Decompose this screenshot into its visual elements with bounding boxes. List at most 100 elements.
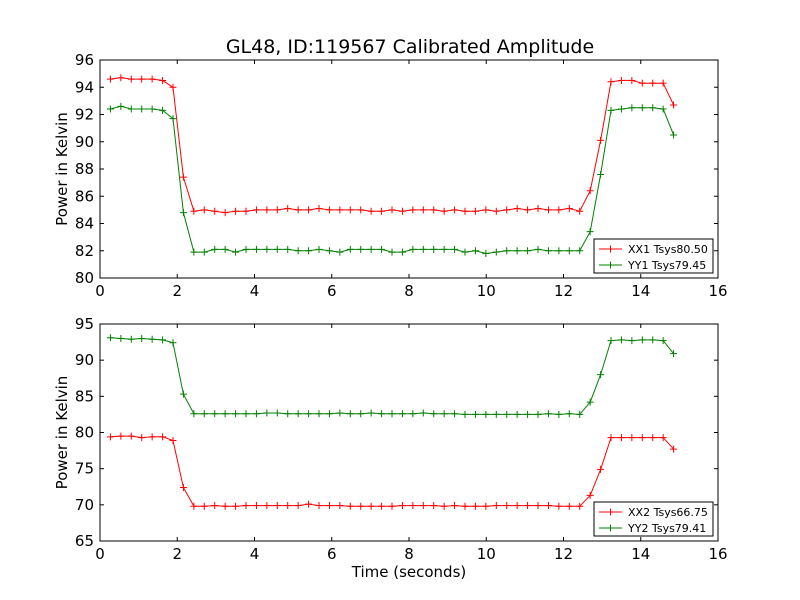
data-point [148, 105, 156, 113]
y-tick-label: 95 [75, 315, 94, 333]
data-point [430, 410, 438, 418]
data-point [670, 350, 678, 358]
data-point [419, 245, 427, 253]
data-point [284, 410, 292, 418]
y-tick-label: 80 [75, 269, 94, 287]
data-point [471, 207, 479, 215]
data-point [325, 502, 333, 510]
data-point [597, 170, 605, 178]
data-point [482, 206, 490, 214]
x-tick-label: 10 [477, 545, 496, 563]
x-tick-label: 0 [95, 282, 105, 300]
data-point [638, 79, 646, 87]
data-point [555, 502, 563, 510]
data-point [378, 410, 386, 418]
data-point [492, 207, 500, 215]
data-point [315, 502, 323, 510]
data-point [221, 209, 229, 217]
data-point [200, 206, 208, 214]
data-point [513, 205, 521, 213]
x-tick-label: 4 [250, 282, 260, 300]
top-panel: 0 2 4 6 8 10 12 14 16 80 82 84 86 88 90 92 94 96 Power in … [53, 51, 728, 300]
data-point [492, 410, 500, 418]
data-point [544, 410, 552, 418]
data-point [305, 206, 313, 214]
data-point [398, 248, 406, 256]
data-point [357, 206, 365, 214]
legend-marker [607, 508, 614, 516]
data-point [336, 206, 344, 214]
data-point [628, 76, 636, 84]
data-point [117, 74, 125, 82]
data-point [670, 131, 678, 139]
data-point [388, 248, 396, 256]
y-axis-label: Power in Kelvin [53, 112, 71, 226]
data-point [461, 410, 469, 418]
data-point [482, 502, 490, 510]
data-point [367, 502, 375, 510]
data-point [378, 502, 386, 510]
data-point [409, 206, 417, 214]
data-point [367, 207, 375, 215]
data-point [482, 410, 490, 418]
x-tick-label: 16 [708, 545, 727, 563]
y-tick-label: 80 [75, 424, 94, 442]
data-point [127, 335, 135, 343]
data-point [638, 104, 646, 112]
data-point [576, 410, 584, 418]
data-point [232, 502, 240, 510]
data-point [190, 207, 198, 215]
x-tick-label: 10 [477, 282, 496, 300]
y-tick-label: 92 [75, 106, 94, 124]
data-point [388, 206, 396, 214]
data-point [305, 247, 313, 255]
data-point [555, 247, 563, 255]
data-point [284, 502, 292, 510]
data-point [357, 245, 365, 253]
data-point [200, 410, 208, 418]
data-point [607, 106, 615, 114]
data-point [482, 249, 490, 257]
data-point [670, 101, 678, 109]
data-point [242, 410, 250, 418]
data-point [503, 247, 511, 255]
x-tick-label: 6 [327, 282, 337, 300]
data-point [200, 502, 208, 510]
series-line-2 [110, 337, 674, 415]
y-tick-label: 88 [75, 160, 94, 178]
data-point [471, 410, 479, 418]
data-point [294, 247, 302, 255]
data-point [430, 502, 438, 510]
data-point [670, 445, 678, 453]
y-tick-label: 65 [75, 532, 94, 550]
x-tick-label: 0 [95, 545, 105, 563]
legend-box [593, 501, 714, 537]
data-point [305, 410, 313, 418]
data-point [273, 409, 281, 417]
data-point [169, 339, 177, 347]
data-point [628, 337, 636, 345]
data-point [117, 334, 125, 342]
data-point [221, 245, 229, 253]
data-point [325, 247, 333, 255]
data-point [607, 434, 615, 442]
data-point [565, 205, 573, 213]
data-point [513, 247, 521, 255]
data-point [597, 465, 605, 473]
data-point [544, 206, 552, 214]
data-point [607, 337, 615, 345]
data-point [378, 245, 386, 253]
data-point [649, 434, 657, 442]
data-point [398, 502, 406, 510]
data-point [221, 502, 229, 510]
data-point [346, 502, 354, 510]
data-point [649, 336, 657, 344]
data-point [138, 75, 146, 83]
data-point [106, 105, 114, 113]
data-point [273, 245, 281, 253]
data-point [471, 502, 479, 510]
data-point [586, 187, 594, 195]
x-tick-label: 2 [172, 545, 182, 563]
data-point [284, 205, 292, 213]
data-point [617, 434, 625, 442]
